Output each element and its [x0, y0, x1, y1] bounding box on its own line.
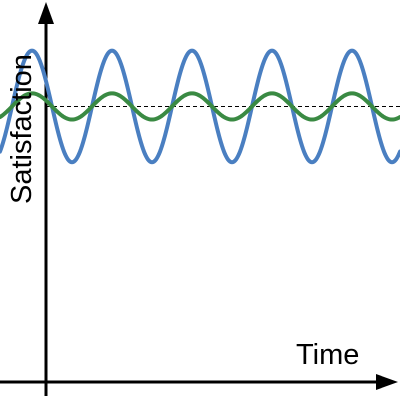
series-line-2	[0, 91, 400, 122]
series-line-1	[0, 48, 400, 165]
y-axis-arrow	[38, 2, 54, 24]
x-axis-label: Time	[296, 339, 359, 371]
x-axis-arrow	[376, 374, 398, 390]
y-axis-label: Satisfaction	[6, 54, 38, 204]
series-layer	[0, 48, 400, 165]
